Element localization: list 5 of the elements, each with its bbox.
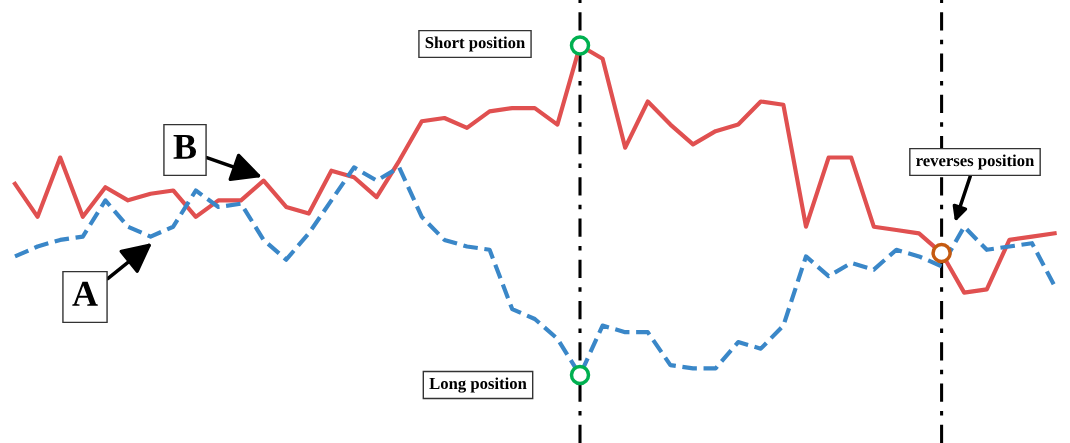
annotation: Short position bbox=[425, 36, 525, 52]
annotation: A bbox=[72, 281, 98, 306]
annotation: reverses position bbox=[916, 154, 1035, 170]
text: Long position bbox=[429, 377, 527, 393]
annotation: B bbox=[173, 135, 197, 159]
